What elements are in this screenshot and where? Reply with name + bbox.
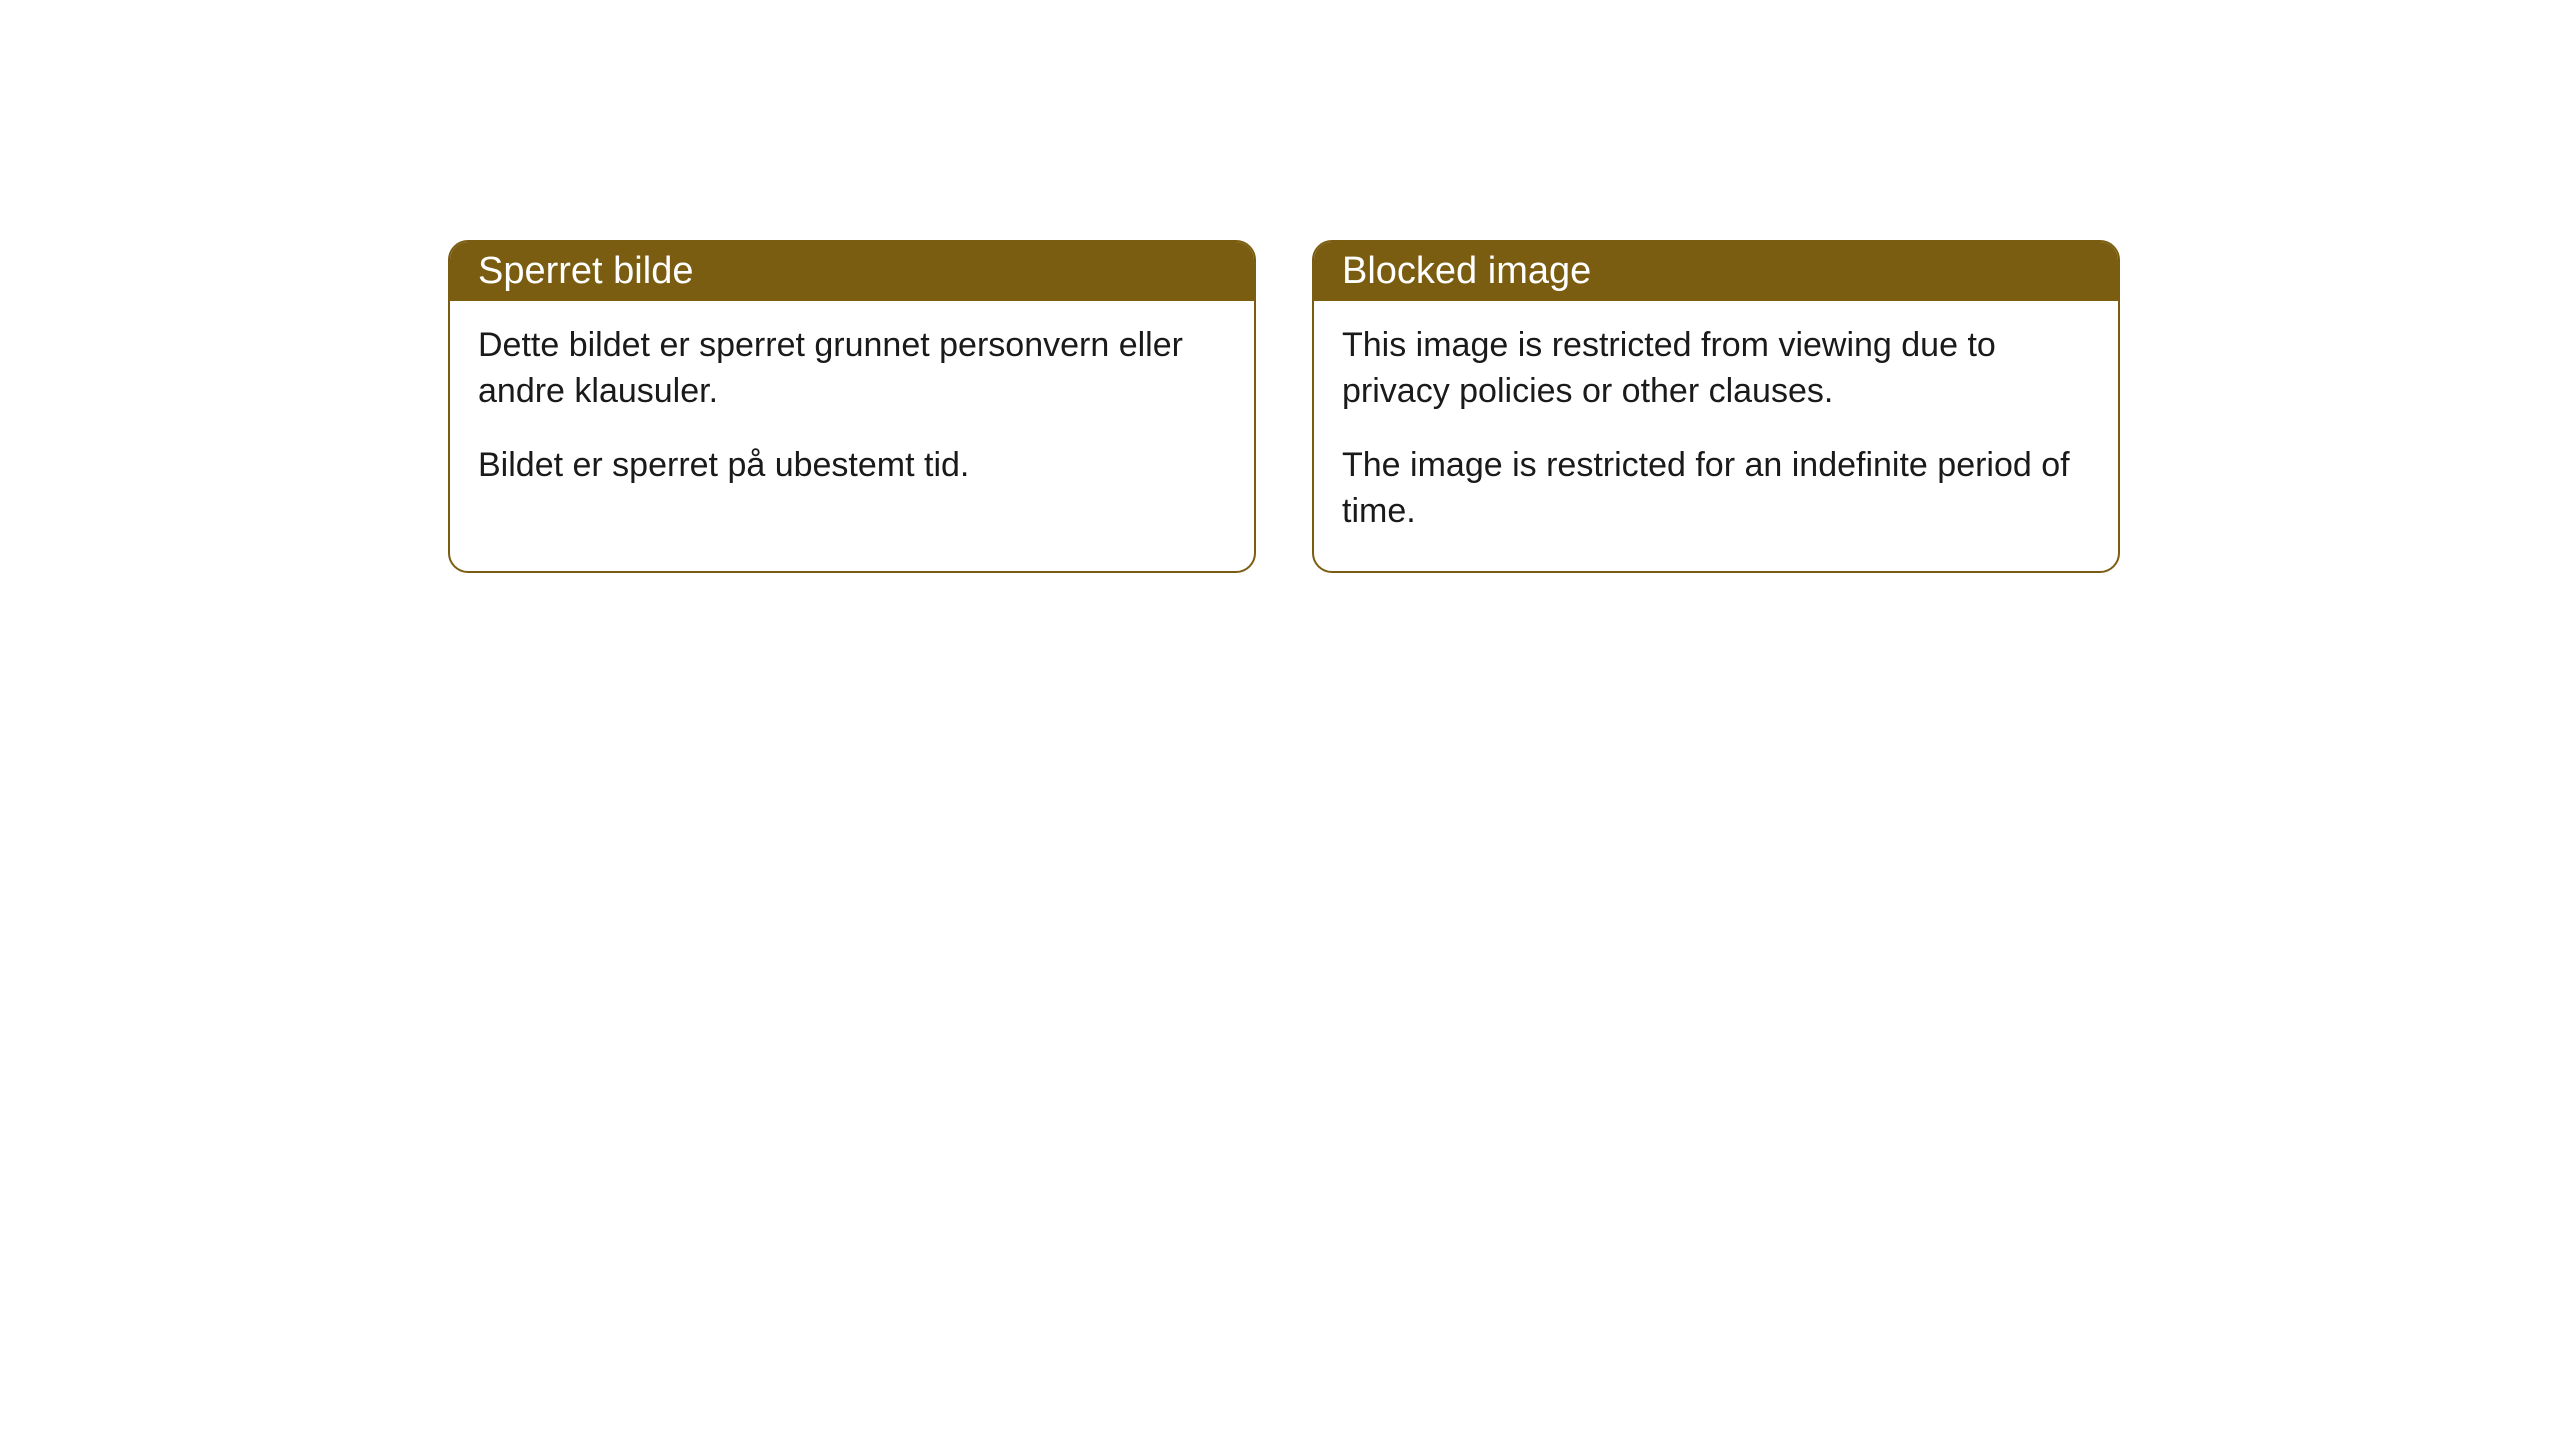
card-title: Sperret bilde (478, 250, 693, 292)
card-header-norwegian: Sperret bilde (450, 242, 1254, 301)
blocked-image-card-english: Blocked image This image is restricted f… (1312, 240, 2120, 573)
notice-paragraph: This image is restricted from viewing du… (1342, 323, 2090, 415)
notice-paragraph: The image is restricted for an indefinit… (1342, 443, 2090, 535)
blocked-image-card-norwegian: Sperret bilde Dette bildet er sperret gr… (448, 240, 1256, 573)
card-header-english: Blocked image (1314, 242, 2118, 301)
notice-paragraph: Bildet er sperret på ubestemt tid. (478, 443, 1226, 489)
card-body-norwegian: Dette bildet er sperret grunnet personve… (450, 301, 1254, 525)
notice-paragraph: Dette bildet er sperret grunnet personve… (478, 323, 1226, 415)
card-title: Blocked image (1342, 250, 1591, 292)
notice-container: Sperret bilde Dette bildet er sperret gr… (0, 0, 2560, 573)
card-body-english: This image is restricted from viewing du… (1314, 301, 2118, 571)
